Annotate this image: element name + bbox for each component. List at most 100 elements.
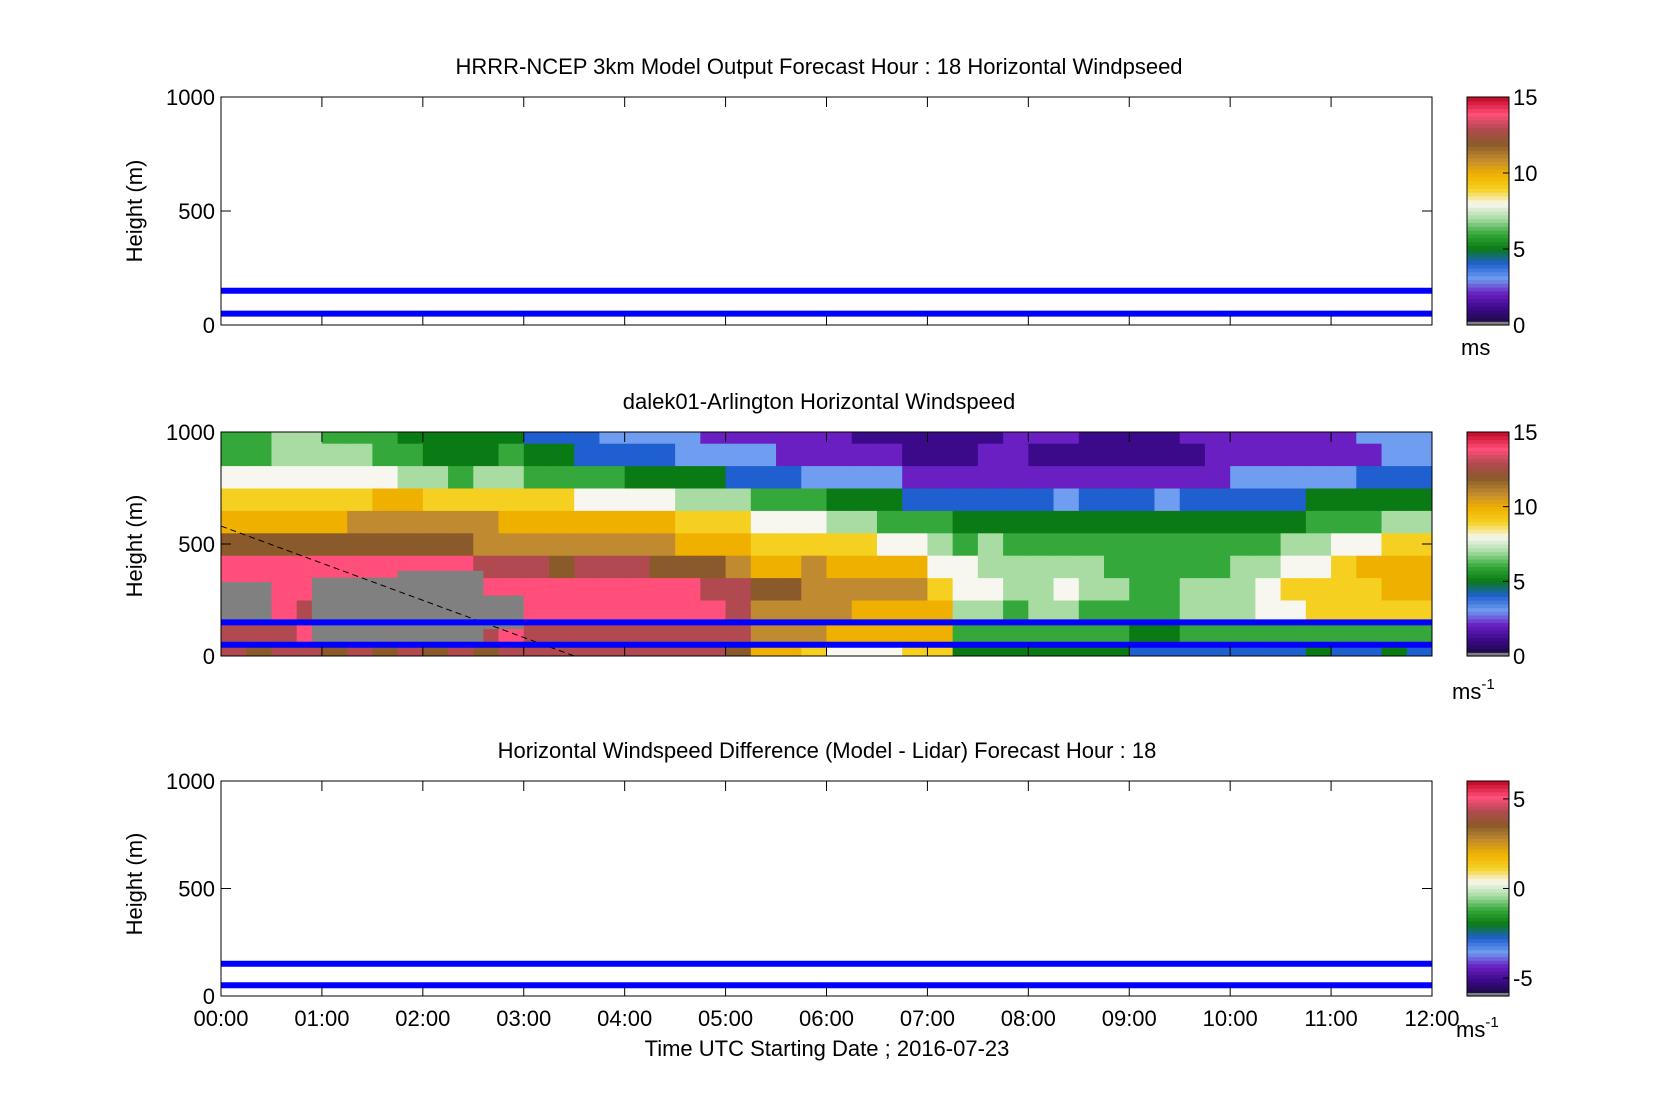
plot-background bbox=[221, 97, 1432, 325]
heatmap-cell bbox=[977, 600, 1004, 623]
heatmap-cell bbox=[902, 465, 928, 489]
heatmap-cell bbox=[776, 644, 802, 657]
colorbar-segment bbox=[1467, 967, 1509, 972]
heatmap-cell bbox=[1028, 465, 1055, 489]
colorbar-segment bbox=[1467, 317, 1509, 322]
heatmap-cell bbox=[372, 532, 399, 556]
lidar-plot-area bbox=[220, 431, 1433, 657]
x-axis-label: Time UTC Starting Date ; 2016-07-23 bbox=[645, 1036, 1010, 1061]
heatmap-cell bbox=[1280, 510, 1307, 534]
heatmap-cell bbox=[1356, 644, 1383, 657]
heatmap-cell bbox=[397, 644, 424, 657]
heatmap-cell bbox=[700, 600, 727, 623]
difference-y-ticks: 0 500 1000 bbox=[166, 769, 1432, 1009]
heatmap-cell bbox=[1381, 432, 1408, 444]
heatmap-cell bbox=[1053, 600, 1080, 623]
heatmap-cell bbox=[624, 622, 651, 646]
colorbar-segment bbox=[1467, 942, 1509, 947]
heatmap-cell bbox=[296, 510, 323, 534]
colorbar-segment bbox=[1467, 881, 1509, 886]
colorbar-segment bbox=[1467, 913, 1509, 918]
colorbar-segment bbox=[1467, 116, 1509, 121]
heatmap-cell bbox=[902, 600, 928, 623]
difference-x-ticks: 00:00 01:00 02:00 03:00 04:00 05:00 06:00 07:00… bbox=[193, 781, 1460, 1031]
heatmap-cell bbox=[347, 488, 373, 511]
heatmap-cell bbox=[221, 510, 247, 534]
heatmap-cell bbox=[1280, 488, 1307, 511]
heatmap-cell bbox=[448, 443, 474, 467]
heatmap-cell bbox=[1255, 443, 1282, 467]
x-tick-label: 00:00 bbox=[193, 1006, 248, 1031]
colorbar-segment bbox=[1467, 146, 1509, 151]
heatmap-cell bbox=[1280, 532, 1307, 556]
heatmap-cell bbox=[1028, 644, 1055, 657]
colorbar-segment bbox=[1467, 788, 1509, 793]
colorbar-segment bbox=[1467, 138, 1509, 144]
heatmap-cell bbox=[397, 510, 424, 534]
heatmap-cell bbox=[952, 600, 979, 623]
y-tick-label: 500 bbox=[178, 877, 215, 902]
heatmap-cell bbox=[1230, 577, 1256, 601]
heatmap-cell bbox=[1305, 555, 1332, 579]
heatmap-cell bbox=[1305, 432, 1332, 444]
colorbar-segment bbox=[1467, 920, 1509, 925]
heatmap-cell bbox=[1406, 443, 1433, 467]
colorbar-segment bbox=[1467, 791, 1509, 796]
heatmap-cell bbox=[321, 644, 348, 657]
colorbar-segment bbox=[1467, 798, 1509, 804]
colorbar-segment bbox=[1467, 443, 1509, 448]
colorbar-segment bbox=[1467, 917, 1509, 922]
colorbar-frame bbox=[1466, 96, 1510, 326]
colorbar-segment bbox=[1467, 877, 1509, 882]
heatmap-cell bbox=[801, 555, 827, 579]
heatmap-cell bbox=[599, 577, 626, 601]
heatmap-cell bbox=[1331, 555, 1357, 579]
heatmap-cell bbox=[1104, 577, 1130, 601]
colorbar-segment bbox=[1467, 577, 1509, 582]
colorbar-segment bbox=[1467, 949, 1509, 954]
colorbar-segment bbox=[1467, 123, 1509, 128]
x-tick-label: 07:00 bbox=[900, 1006, 955, 1031]
colorbar-segment bbox=[1467, 233, 1509, 239]
heatmap-cell bbox=[1078, 510, 1105, 534]
heatmap-cell bbox=[1104, 600, 1130, 623]
heatmap-cell bbox=[1305, 644, 1332, 657]
heatmap-cell bbox=[851, 465, 878, 489]
heatmap-cell bbox=[1003, 555, 1029, 579]
heatmap-cell bbox=[498, 644, 525, 657]
model-y-ticks: 0 500 1000 bbox=[166, 85, 1432, 338]
heatmap-cell bbox=[1356, 488, 1383, 511]
colorbar-segment bbox=[1467, 992, 1509, 997]
heatmap-cell bbox=[422, 510, 449, 534]
heatmap-cell bbox=[675, 432, 701, 444]
y-tick-label: 1000 bbox=[166, 85, 215, 110]
colorbar-segment bbox=[1467, 566, 1509, 571]
heatmap-cell bbox=[725, 600, 752, 623]
heatmap-cell bbox=[1154, 532, 1181, 556]
heatmap-cell bbox=[801, 432, 827, 444]
heatmap-cell bbox=[498, 443, 525, 467]
colorbar-segment bbox=[1467, 648, 1509, 653]
heatmap-cell bbox=[1078, 577, 1105, 601]
heatmap-cell bbox=[548, 577, 575, 601]
colorbar-segment bbox=[1467, 555, 1509, 560]
heatmap-cell bbox=[1154, 577, 1181, 601]
heatmap-cell bbox=[321, 432, 348, 444]
heatmap-cell bbox=[372, 432, 399, 444]
colorbar-segment bbox=[1467, 935, 1509, 940]
colorbar-tick-label: -5 bbox=[1513, 966, 1533, 991]
heatmap-cell bbox=[1381, 644, 1408, 657]
colorbar-segment bbox=[1467, 502, 1509, 508]
heatmap-cell bbox=[1179, 600, 1206, 623]
colorbar-segment bbox=[1467, 637, 1509, 642]
heatmap-cell bbox=[624, 555, 651, 579]
colorbar-segment bbox=[1467, 592, 1509, 597]
heatmap-cell bbox=[876, 600, 903, 623]
heatmap-cell bbox=[1053, 622, 1080, 646]
heatmap-cell bbox=[750, 622, 777, 646]
model-colorbar-unit: ms bbox=[1461, 335, 1490, 360]
heatmap-cell bbox=[952, 488, 979, 511]
heatmap-cell bbox=[221, 644, 247, 657]
heatmap-cell bbox=[1154, 488, 1181, 511]
heatmap-cell bbox=[1179, 465, 1206, 489]
